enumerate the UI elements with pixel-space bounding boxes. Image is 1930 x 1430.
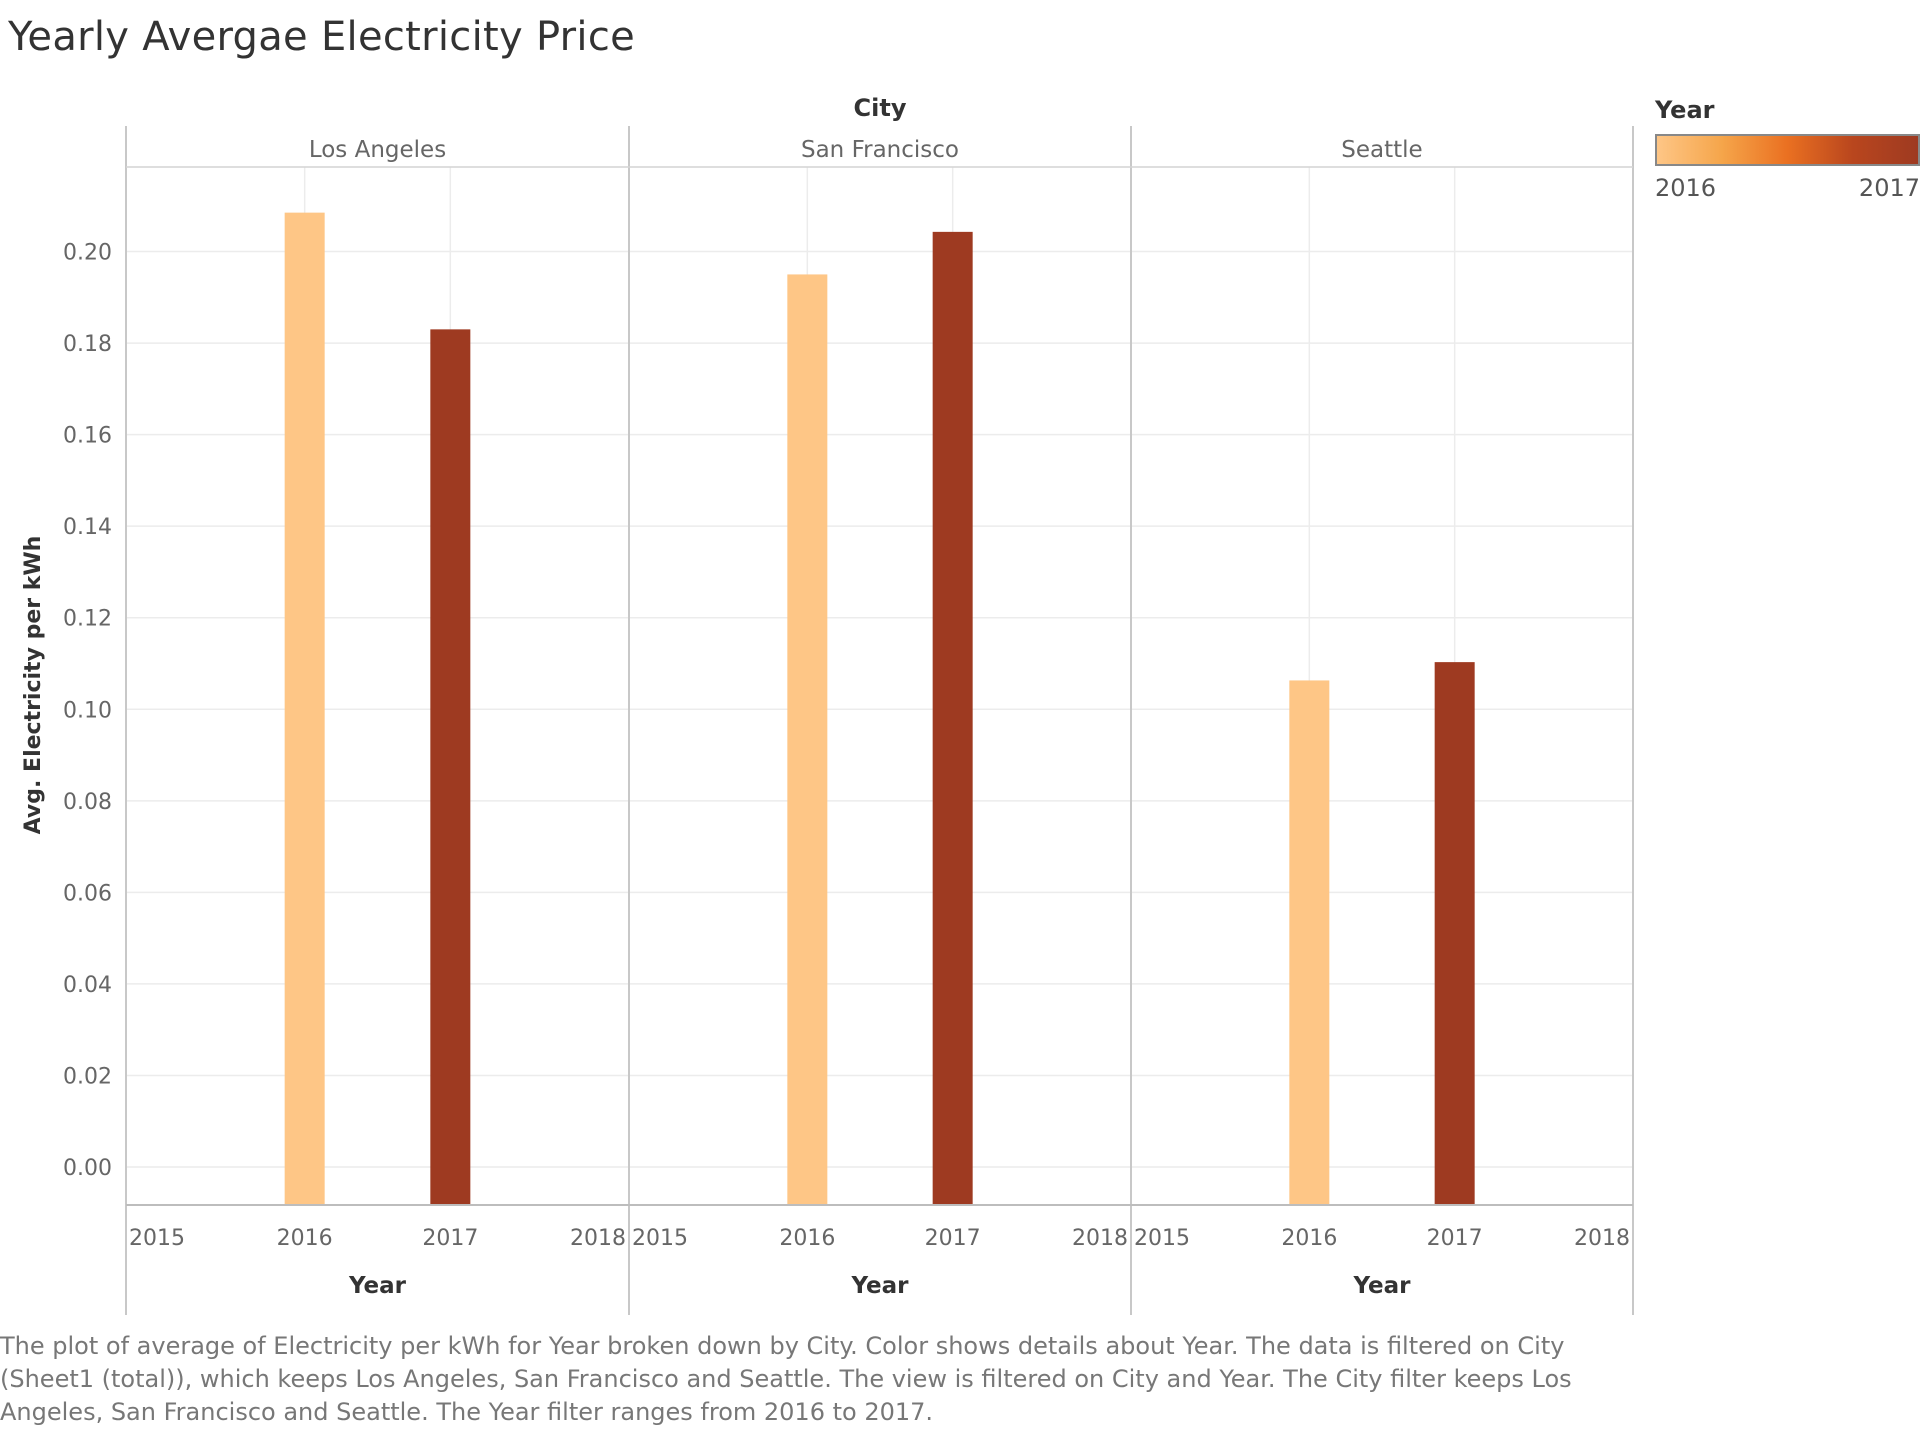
color-legend: Year 2016 2017 bbox=[1655, 96, 1925, 204]
y-tick-label: 0.18 bbox=[63, 332, 112, 357]
x-tick-label: 2018 bbox=[1574, 1226, 1630, 1251]
y-tick-label: 0.16 bbox=[63, 424, 112, 449]
panel-header-label: San Francisco bbox=[801, 137, 959, 163]
bar bbox=[787, 274, 828, 1205]
legend-range-labels: 2016 2017 bbox=[1655, 174, 1920, 204]
x-axis-label: Year bbox=[348, 1273, 407, 1299]
x-tick-label: 2018 bbox=[570, 1226, 626, 1251]
bar bbox=[430, 329, 471, 1205]
x-axis-label: Year bbox=[1352, 1273, 1411, 1299]
x-tick-label: 2015 bbox=[1134, 1226, 1190, 1251]
x-tick-label: 2018 bbox=[1072, 1226, 1128, 1251]
y-tick-label: 0.02 bbox=[63, 1064, 112, 1089]
x-tick-label: 2017 bbox=[422, 1226, 478, 1251]
y-tick-label: 0.10 bbox=[63, 698, 112, 723]
y-axis-label: Avg. Electricity per kWh bbox=[21, 536, 46, 835]
y-tick-label: 0.14 bbox=[63, 515, 112, 540]
legend-title: Year bbox=[1655, 96, 1715, 124]
x-tick-label: 2016 bbox=[779, 1226, 835, 1251]
panel-header-label: Los Angeles bbox=[309, 137, 446, 163]
x-axis-label: Year bbox=[850, 1273, 909, 1299]
bar bbox=[1434, 662, 1475, 1205]
y-tick-label: 0.12 bbox=[63, 607, 112, 632]
x-tick-label: 2015 bbox=[129, 1226, 185, 1251]
panel-header-label: Seattle bbox=[1341, 137, 1422, 163]
x-tick-label: 2017 bbox=[1427, 1226, 1483, 1251]
y-tick-label: 0.00 bbox=[63, 1156, 112, 1181]
bar bbox=[1289, 680, 1330, 1205]
y-tick-label: 0.06 bbox=[63, 881, 112, 906]
y-tick-label: 0.20 bbox=[63, 241, 112, 266]
panel-frames bbox=[125, 126, 1634, 1315]
axis-labels: 0.00 0.02 0.04 0.06 0.08 0.10 0.12 0.14 0.16 0.18… bbox=[63, 137, 1630, 1299]
grid-lines bbox=[126, 167, 1633, 1205]
bar bbox=[932, 231, 973, 1206]
bars bbox=[284, 212, 1475, 1206]
legend-max-label: 2017 bbox=[1858, 174, 1920, 202]
legend-color-ramp bbox=[1655, 134, 1920, 166]
bar bbox=[284, 212, 325, 1205]
chart-caption: The plot of average of Electricity per k… bbox=[0, 1332, 1572, 1426]
x-tick-label: 2016 bbox=[277, 1226, 333, 1251]
x-tick-label: 2017 bbox=[925, 1226, 981, 1251]
chart-title: Yearly Avergae Electricity Price bbox=[8, 14, 636, 60]
x-tick-label: 2015 bbox=[632, 1226, 688, 1251]
y-tick-label: 0.08 bbox=[63, 790, 112, 815]
y-tick-label: 0.04 bbox=[63, 973, 112, 998]
x-tick-label: 2016 bbox=[1281, 1226, 1337, 1251]
legend-min-label: 2016 bbox=[1655, 174, 1717, 202]
chart-plot: City Avg. Electricity per kWh 0.000.020.… bbox=[21, 94, 1634, 1315]
column-header-label: City bbox=[854, 94, 907, 122]
